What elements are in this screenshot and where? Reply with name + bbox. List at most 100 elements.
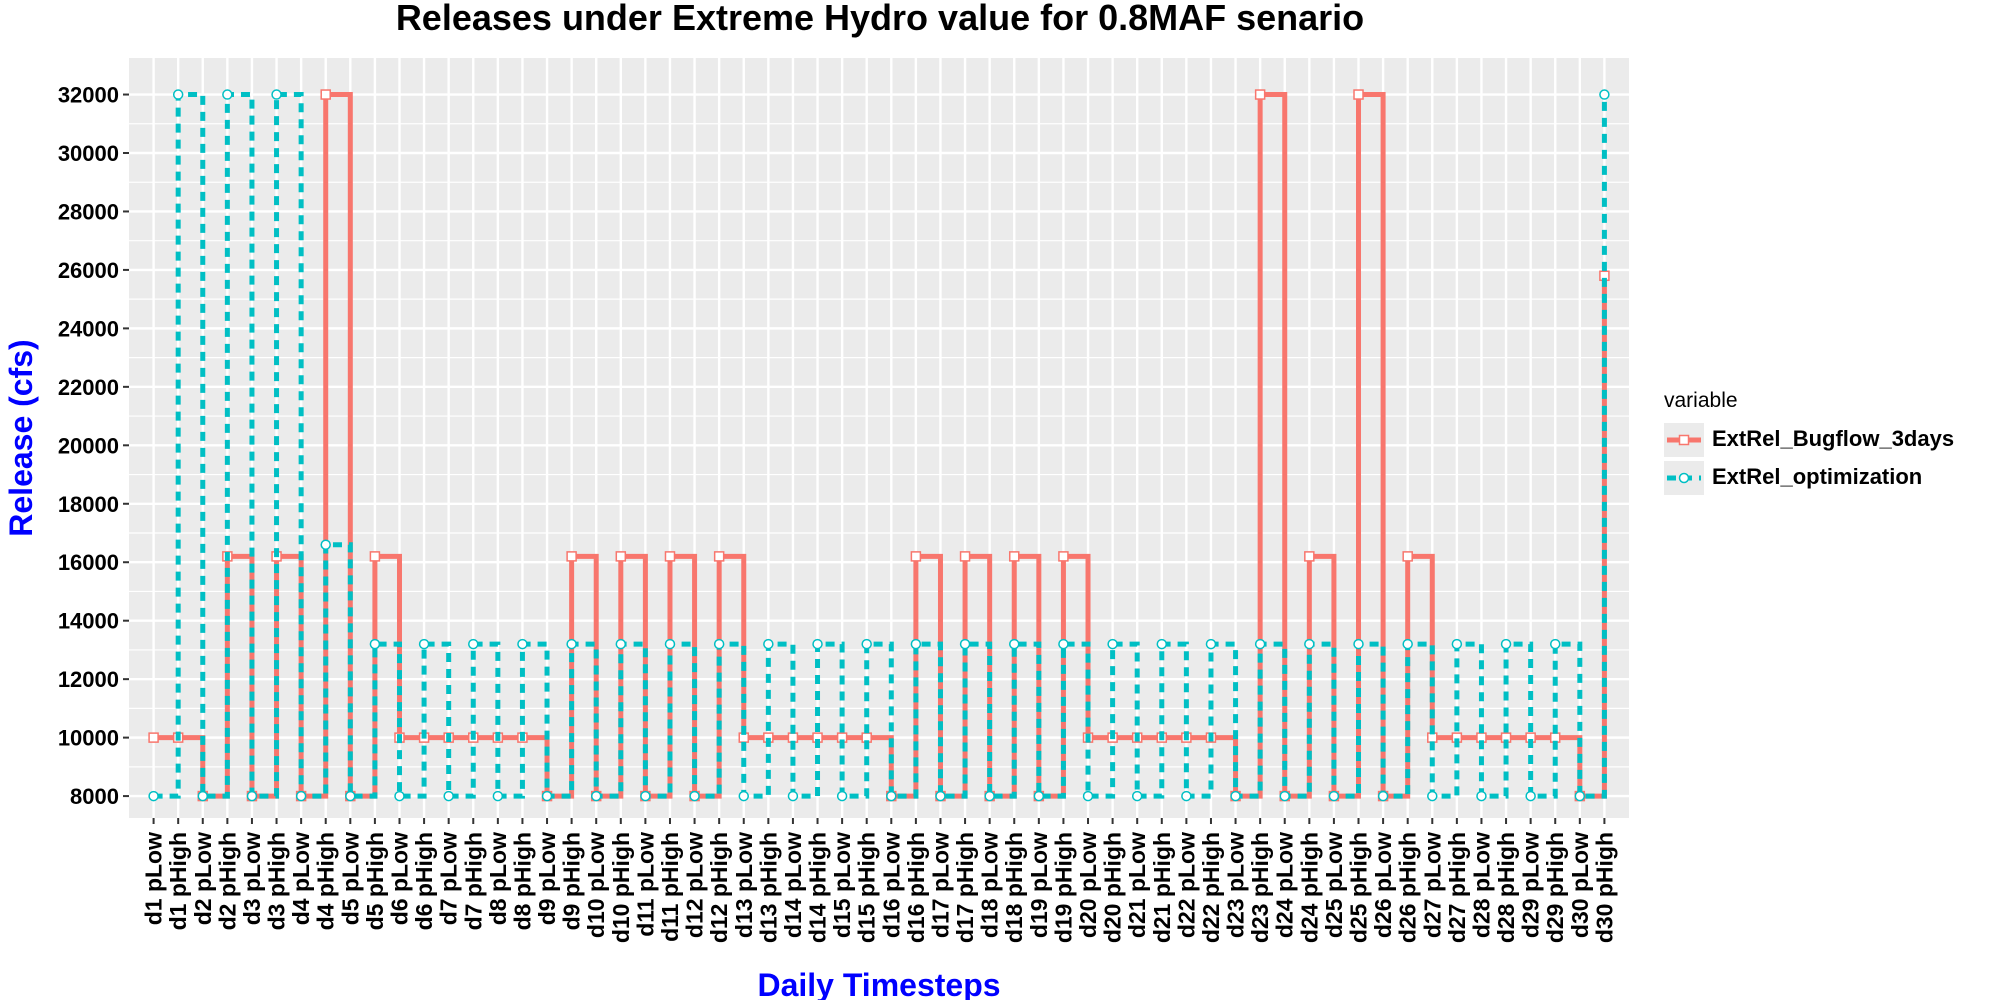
x-tick-label: d19 pHigh — [1050, 832, 1076, 943]
x-tick-label: d23 pLow — [1223, 832, 1249, 938]
x-tick-label: d7 pLow — [436, 832, 462, 925]
x-tick-label: d11 pLow — [632, 832, 658, 937]
y-tick-label: 24000 — [58, 316, 119, 341]
y-tick-label: 22000 — [58, 375, 119, 400]
data-point-circle — [763, 638, 774, 650]
data-point-circle — [197, 790, 209, 802]
y-tick-label: 26000 — [58, 258, 119, 283]
y-tick-label: 8000 — [70, 784, 119, 809]
x-tick-label: d1 pLow — [141, 832, 167, 925]
data-point-square — [910, 551, 922, 562]
data-point-circle — [1082, 790, 1094, 802]
data-point-circle — [271, 89, 282, 100]
x-tick-label: d8 pLow — [485, 832, 511, 925]
y-tick-label: 14000 — [58, 609, 119, 634]
series-ExtRel_optimization — [148, 89, 1610, 802]
x-tick-label: d15 pHigh — [854, 832, 880, 943]
x-tick-label: d23 pHigh — [1247, 832, 1273, 943]
data-point-square — [148, 732, 159, 743]
x-tick-label: d12 pLow — [682, 832, 708, 938]
x-tick-label: d25 pHigh — [1346, 832, 1372, 943]
x-tick-label: d5 pHigh — [362, 832, 388, 930]
x-tick-label: d30 pLow — [1567, 832, 1593, 938]
x-tick-label: d25 pLow — [1321, 832, 1347, 938]
chart-title: Releases under Extreme Hydro value for 0… — [396, 0, 1364, 38]
x-tick-label: d24 pLow — [1272, 832, 1298, 938]
x-tick-label: d8 pHigh — [509, 832, 535, 930]
data-point-circle — [812, 638, 823, 650]
x-tick-label: d22 pLow — [1173, 832, 1199, 938]
legend-key-square — [1678, 434, 1690, 446]
x-tick-label: d9 pHigh — [559, 832, 585, 930]
x-tick-label: d22 pHigh — [1198, 832, 1224, 943]
data-point-circle — [590, 790, 602, 802]
data-point-square — [1402, 551, 1413, 562]
data-point-circle — [345, 790, 356, 802]
data-point-circle — [1500, 638, 1512, 650]
data-point-circle — [959, 638, 971, 650]
data-point-circle — [984, 790, 995, 802]
x-tick-label: d11 pHigh — [657, 832, 683, 942]
x-tick-label: d20 pHigh — [1100, 832, 1126, 943]
y-tick-label: 32000 — [58, 83, 119, 108]
data-point-circle — [295, 790, 307, 802]
x-tick-label: d5 pLow — [337, 832, 363, 925]
x-tick-label: d2 pLow — [190, 832, 216, 925]
data-point-circle — [222, 89, 233, 100]
legend-title: variable — [1664, 389, 1738, 412]
data-point-circle — [1279, 790, 1290, 802]
data-point-square — [1058, 551, 1069, 562]
data-point-circle — [1427, 790, 1438, 802]
x-tick-label: d28 pLow — [1468, 832, 1494, 938]
data-point-circle — [246, 790, 258, 802]
y-tick-label: 30000 — [58, 141, 119, 166]
data-point-circle — [172, 89, 184, 100]
y-axis-title: Release (cfs) — [3, 339, 39, 536]
data-point-square — [713, 551, 725, 562]
y-tick-label: 20000 — [58, 433, 119, 458]
data-point-square — [369, 551, 381, 562]
data-point-circle — [1599, 89, 1610, 100]
x-tick-label: d30 pHigh — [1591, 832, 1617, 943]
series-line — [153, 92, 1607, 799]
x-tick-label: d17 pHigh — [952, 832, 978, 943]
data-point-circle — [468, 638, 479, 650]
data-point-circle — [787, 790, 799, 802]
data-point-circle — [369, 638, 381, 650]
data-point-circle — [1328, 790, 1340, 802]
data-point-circle — [320, 539, 331, 550]
data-point-square — [566, 551, 577, 562]
x-tick-label: d6 pLow — [386, 832, 412, 925]
x-tick-label: d29 pHigh — [1542, 832, 1568, 943]
y-tick-label: 12000 — [58, 667, 119, 692]
data-point-circle — [886, 790, 897, 802]
y-tick-label: 10000 — [58, 726, 119, 751]
x-axis-title: Daily Timesteps — [757, 967, 1000, 1000]
x-tick-label: d3 pHigh — [264, 832, 290, 930]
x-tick-label: d26 pHigh — [1395, 832, 1421, 943]
data-point-circle — [664, 638, 676, 650]
data-point-circle — [1525, 790, 1536, 802]
x-tick-label: d13 pLow — [731, 832, 757, 938]
data-point-circle — [1008, 638, 1020, 650]
x-tick-label: d10 pLow — [583, 832, 609, 938]
data-point-square — [615, 551, 627, 562]
x-tick-label: d21 pHigh — [1149, 832, 1175, 943]
data-point-square — [1254, 89, 1266, 100]
data-point-circle — [1402, 638, 1413, 650]
x-tick-label: d7 pHigh — [460, 832, 486, 930]
x-tick-label: d29 pLow — [1518, 832, 1544, 938]
data-point-square — [959, 551, 971, 562]
x-tick-label: d18 pLow — [977, 832, 1003, 938]
data-point-circle — [738, 790, 750, 802]
legend-label-optimization: ExtRel_optimization — [1712, 464, 1922, 489]
x-tick-label: d3 pLow — [239, 832, 265, 925]
data-point-circle — [1156, 638, 1168, 650]
data-point-circle — [1476, 790, 1487, 802]
data-point-circle — [1353, 638, 1364, 650]
x-tick-label: d4 pHigh — [313, 832, 339, 930]
data-point-circle — [640, 790, 651, 802]
series-layer — [148, 89, 1610, 802]
data-point-circle — [1230, 790, 1241, 802]
